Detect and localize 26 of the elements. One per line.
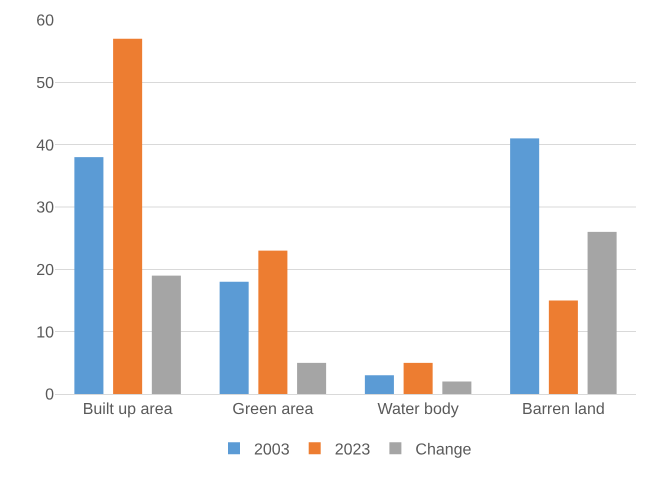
y-tick-label: 30 (36, 200, 54, 217)
bar (548, 300, 578, 394)
bar (220, 282, 249, 394)
bar (442, 382, 472, 394)
y-tick-label: 50 (36, 74, 54, 92)
bar (510, 138, 540, 394)
x-tick-label: Green area (232, 401, 314, 418)
bar (152, 276, 181, 394)
bar (258, 250, 288, 394)
legend-label: Change (415, 442, 472, 459)
y-tick-label: 20 (36, 262, 54, 279)
bar (404, 362, 433, 394)
bar (588, 232, 617, 394)
x-tick-label: Barren land (522, 401, 605, 418)
x-tick-label: Water body (378, 401, 459, 418)
y-tick-label: 10 (36, 324, 54, 342)
bar (74, 157, 104, 394)
x-tick-label: Built up area (82, 401, 173, 418)
y-tick-label: 40 (36, 137, 54, 154)
bar (297, 362, 326, 394)
y-tick-label: 0 (45, 386, 54, 404)
bar (364, 375, 394, 394)
bar (113, 38, 142, 394)
legend-label: 2023 (334, 442, 370, 459)
y-tick-label: 60 (36, 12, 54, 30)
legend-label: 2003 (254, 442, 290, 459)
